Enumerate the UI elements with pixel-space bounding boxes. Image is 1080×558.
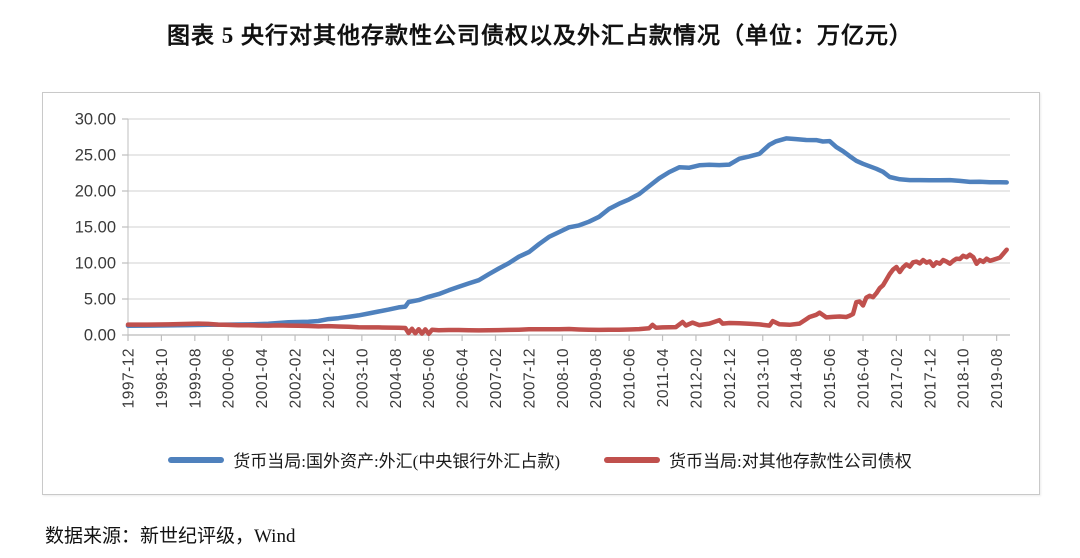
- data-source-note: 数据来源：新世纪评级，Wind: [45, 526, 296, 547]
- y-tick-label: 10.00: [75, 255, 116, 273]
- series-line-0: [125, 136, 1009, 329]
- x-tick-label: 2010-06: [622, 348, 639, 408]
- legend-label: 货币当局:国外资产:外汇(中央银行外汇占款): [233, 452, 561, 471]
- x-tick-label: 2008-10: [555, 348, 572, 408]
- x-tick-label: 2002-02: [288, 348, 305, 408]
- x-tick-label: 2002-12: [321, 348, 338, 408]
- legend-item-claims: 货币当局:对其他存款性公司债权: [604, 447, 912, 472]
- x-tick-label: 2013-10: [755, 348, 772, 408]
- x-tick-label: 1997-12: [121, 348, 138, 408]
- y-tick-label: 5.00: [84, 291, 116, 309]
- x-tick-label: 2012-02: [688, 348, 705, 408]
- chart-legend: 货币当局:国外资产:外汇(中央银行外汇占款) 货币当局:对其他存款性公司债权: [42, 447, 1038, 472]
- y-tick-label: 15.00: [75, 219, 116, 237]
- x-tick-label: 2017-02: [889, 348, 906, 408]
- x-tick-label: 2000-06: [221, 348, 238, 408]
- y-tick-label: 0.00: [84, 327, 116, 345]
- legend-item-fx: 货币当局:国外资产:外汇(中央银行外汇占款): [168, 447, 560, 472]
- x-tick-label: 2001-04: [254, 348, 271, 408]
- x-tick-label: 2007-12: [521, 348, 538, 408]
- y-tick-label: 30.00: [75, 111, 116, 129]
- x-tick-label: 2015-06: [822, 348, 839, 408]
- x-tick-label: 2006-04: [455, 348, 472, 408]
- x-tick-label: 2004-08: [388, 348, 405, 408]
- x-tick-label: 2019-08: [989, 348, 1006, 408]
- x-tick-label: 2014-08: [789, 348, 806, 408]
- legend-swatch-blue-line: [168, 456, 225, 463]
- x-tick-label: 2012-12: [722, 348, 739, 408]
- x-tick-label: 2018-10: [956, 348, 973, 408]
- y-tick-label: 25.00: [75, 147, 116, 165]
- y-tick-label: 20.00: [75, 183, 116, 201]
- x-tick-label: 1999-08: [187, 348, 204, 408]
- x-tick-label: 2016-04: [856, 348, 873, 408]
- chart-title: 图表 5 央行对其他存款性公司债权以及外汇占款情况（单位：万亿元）: [167, 23, 913, 48]
- legend-label: 货币当局:对其他存款性公司债权: [669, 452, 912, 471]
- x-tick-label: 2007-02: [488, 348, 505, 408]
- x-tick-label: 2017-12: [922, 348, 939, 408]
- x-tick-label: 2009-08: [588, 348, 605, 408]
- x-tick-label: 1998-10: [154, 348, 171, 408]
- legend-swatch-red-line: [604, 456, 661, 463]
- x-tick-label: 2011-04: [655, 348, 672, 407]
- series-line-1: [125, 247, 1009, 337]
- x-tick-label: 2005-06: [421, 348, 438, 408]
- x-tick-label: 2003-10: [354, 348, 371, 408]
